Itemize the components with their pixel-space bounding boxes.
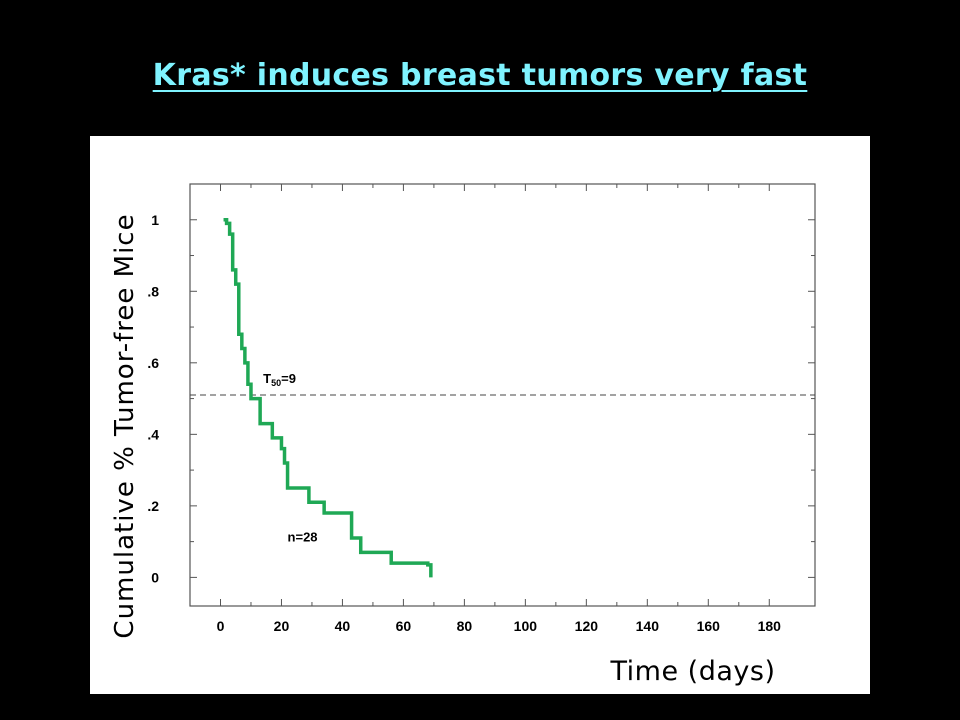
tumor-free-survival-curve: [223, 218, 433, 578]
x-ticks: 0 20 40 60 80 100 120 140 160 180: [217, 184, 782, 634]
y-tick-label: 1: [151, 212, 159, 228]
y-tick-label: .2: [147, 498, 159, 514]
x-tick-label: 120: [575, 618, 599, 634]
x-tick-label: 100: [514, 618, 538, 634]
chart-panel: 0 20 40 60 80 100 120 140 160 180 0 .2 .4 .6 .8 1 T50=…: [90, 136, 870, 694]
y-ticks: 0 .2 .4 .6 .8 1: [147, 212, 815, 585]
y-tick-label: .8: [147, 283, 159, 299]
x-tick-label: 180: [758, 618, 782, 634]
survival-chart: 0 20 40 60 80 100 120 140 160 180 0 .2 .4 .6 .8 1 T50=…: [110, 183, 816, 687]
t50-suffix: =9: [281, 371, 296, 386]
x-axis-title: Time (days): [610, 656, 776, 687]
x-tick-label: 140: [636, 618, 660, 634]
slide-title: Kras* induces breast tumors very fast: [152, 58, 808, 93]
x-tick-label: 60: [396, 618, 412, 634]
y-tick-label: .6: [147, 355, 159, 371]
x-tick-label: 160: [697, 618, 721, 634]
y-axis-title: Cumulative % Tumor-free Mice: [110, 213, 140, 638]
x-tick-label: 0: [217, 618, 225, 634]
t50-subscript: 50: [271, 378, 281, 388]
y-tick-label: 0: [151, 569, 159, 585]
x-tick-label: 40: [335, 618, 351, 634]
x-tick-label: 20: [274, 618, 290, 634]
y-tick-label: .4: [147, 426, 159, 442]
t50-prefix: T: [263, 371, 271, 386]
t50-annotation: T50=9: [263, 371, 296, 388]
x-tick-label: 80: [457, 618, 473, 634]
sample-size-annotation: n=28: [288, 530, 318, 545]
